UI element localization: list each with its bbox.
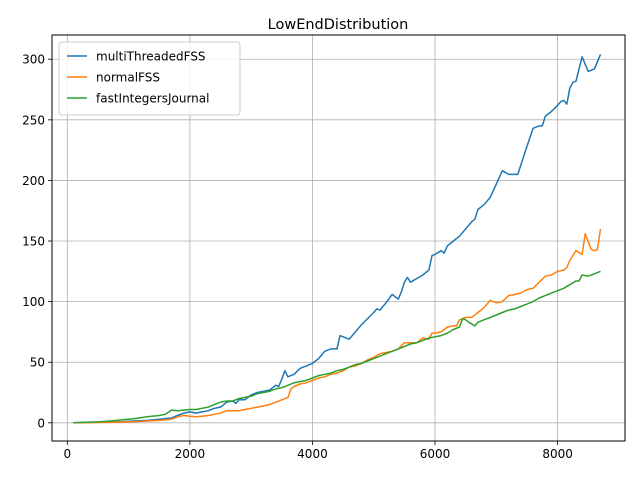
legend-label: multiThreadedFSS [96,50,206,64]
x-tick-label: 0 [64,447,72,461]
series-lines [73,54,602,424]
x-tick-label: 8000 [542,447,573,461]
y-tick-label: 50 [30,356,45,370]
y-tick-label: 300 [22,53,45,67]
y-tick-label: 100 [22,295,45,309]
legend: multiThreadedFSS normalFSS fastIntegersJou… [58,41,241,116]
grid-lines [52,35,625,441]
y-tick-label: 0 [37,416,45,430]
legend-label: fastIntegersJournal [96,92,209,106]
y-tick-label: 250 [22,113,45,127]
legend-label: normalFSS [96,71,160,85]
plot-frame [51,34,626,442]
axis-ticks: 0 2000 4000 6000 8000 0 50 100 150 200 250 300 [22,53,573,461]
legend-box [58,41,241,116]
chart-title: LowEndDistribution [268,17,409,33]
y-tick-label: 200 [22,174,45,188]
x-tick-label: 4000 [297,447,328,461]
x-tick-label: 6000 [420,447,451,461]
series-line-multiThreadedFSS [73,54,602,424]
y-tick-label: 150 [22,235,45,249]
series-line-normalFSS [73,228,602,424]
series-line-fastIntegersJournal [73,270,601,424]
x-tick-label: 2000 [175,447,206,461]
